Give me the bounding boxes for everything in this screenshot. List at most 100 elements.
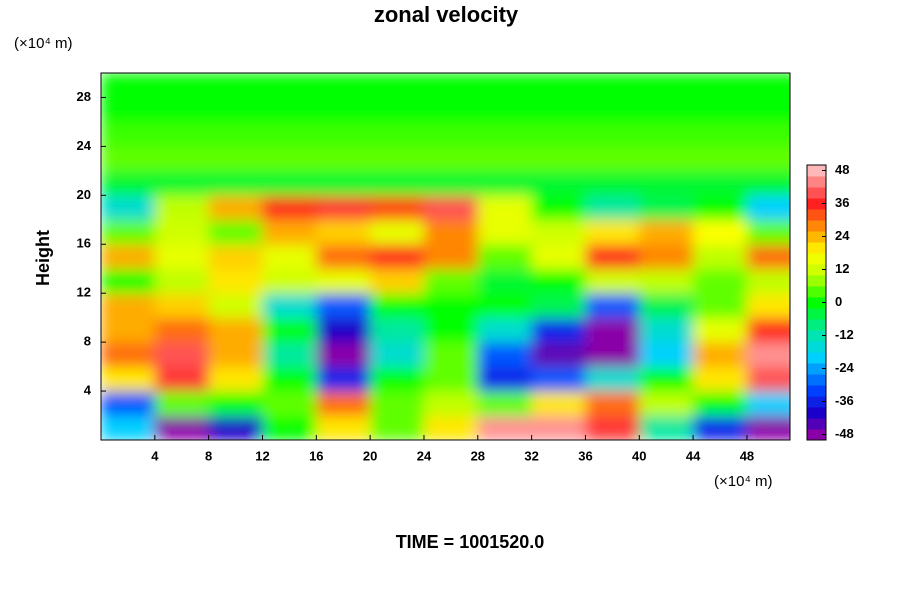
colorbar-swatch: [807, 264, 826, 276]
heatmap-cell: [316, 391, 371, 417]
heatmap-cell: [101, 293, 156, 319]
heatmap-cell: [101, 195, 156, 221]
heatmap-cell: [585, 268, 640, 294]
heatmap-cell: [154, 268, 210, 294]
heatmap-cell: [531, 244, 586, 270]
colorbar-swatch: [807, 209, 826, 221]
heatmap-cell: [316, 342, 371, 368]
heatmap-cell: [262, 146, 317, 172]
heatmap-cell: [746, 73, 790, 98]
y-tick-label: 4: [84, 383, 92, 398]
heatmap-cell: [208, 317, 263, 343]
heatmap-cell: [370, 97, 425, 123]
heatmap-cell: [477, 170, 533, 196]
heatmap-cell: [423, 244, 479, 270]
heatmap-cell: [746, 391, 790, 417]
colorbar-tick-label: -36: [835, 393, 854, 408]
y-tick-label: 12: [77, 285, 91, 300]
heatmap-cell: [531, 97, 586, 123]
heatmap-cell: [585, 121, 640, 147]
heatmap-cell: [585, 195, 640, 221]
heatmap-cell: [531, 342, 586, 368]
heatmap-cell: [477, 73, 533, 98]
heatmap-cell: [585, 293, 640, 319]
heatmap-cell: [208, 293, 263, 319]
heatmap-cell: [208, 121, 263, 147]
heatmap-cell: [154, 391, 210, 417]
colorbar-swatch: [807, 308, 826, 320]
heatmap-cell: [639, 293, 694, 319]
heatmap-cell: [693, 391, 748, 417]
heatmap-cell: [746, 244, 790, 270]
heatmap-cell: [423, 219, 479, 245]
heatmap-cell: [370, 293, 425, 319]
colorbar-tick-label: 24: [835, 228, 850, 243]
heatmap-cell: [101, 391, 156, 417]
heatmap-cell: [316, 121, 371, 147]
heatmap-cell: [423, 366, 479, 392]
y-unit-label: (×10⁴ m): [14, 35, 73, 52]
heatmap-cell: [639, 366, 694, 392]
colorbar-swatch: [807, 253, 826, 265]
colorbar-swatch: [807, 198, 826, 210]
heatmap-cell: [639, 97, 694, 123]
heatmap-cell: [693, 342, 748, 368]
heatmap-cell: [370, 146, 425, 172]
heatmap-cell: [746, 293, 790, 319]
heatmap-cell: [639, 268, 694, 294]
heatmap-cell: [208, 391, 263, 417]
heatmap-cell: [208, 415, 263, 440]
heatmap-cell: [746, 268, 790, 294]
heatmap-cell: [585, 366, 640, 392]
heatmap-cell: [208, 366, 263, 392]
heatmap-cell: [262, 195, 317, 221]
x-unit-label: (×10⁴ m): [714, 473, 773, 490]
heatmap-cell: [370, 317, 425, 343]
heatmap-cell: [746, 121, 790, 147]
y-tick-label: 28: [77, 89, 91, 104]
heatmap-cell: [423, 73, 479, 98]
heatmap-cell: [208, 73, 263, 98]
colorbar-swatch: [807, 429, 826, 441]
y-tick-label: 24: [77, 138, 92, 153]
heatmap-cell: [477, 97, 533, 123]
heatmap-cell: [585, 146, 640, 172]
heatmap-cell: [639, 415, 694, 440]
heatmap-cell: [531, 391, 586, 417]
heatmap-cell: [585, 244, 640, 270]
heatmap-cell: [154, 342, 210, 368]
colorbar-tick-label: 12: [835, 261, 849, 276]
heatmap-cell: [477, 293, 533, 319]
heatmap-cell: [101, 121, 156, 147]
heatmap-cell: [208, 219, 263, 245]
heatmap-cell: [154, 146, 210, 172]
colorbar-swatch: [807, 330, 826, 342]
heatmap-cell: [639, 195, 694, 221]
colorbar-swatch: [807, 297, 826, 309]
heatmap-cell: [585, 73, 640, 98]
heatmap-cell: [154, 415, 210, 440]
heatmap-cell: [316, 146, 371, 172]
colorbar-tick-label: 0: [835, 294, 842, 309]
heatmap-cell: [585, 415, 640, 440]
colorbar-swatch: [807, 341, 826, 353]
heatmap-cell: [477, 146, 533, 172]
heatmap-cell: [639, 146, 694, 172]
heatmap-cell: [693, 366, 748, 392]
heatmap-cell: [639, 317, 694, 343]
heatmap-cell: [531, 195, 586, 221]
heatmap-cell: [154, 317, 210, 343]
heatmap-cell: [423, 146, 479, 172]
heatmap-cell: [370, 342, 425, 368]
heatmap-cell: [262, 244, 317, 270]
heatmap-cell: [262, 219, 317, 245]
heatmap-cell: [531, 268, 586, 294]
heatmap-cell: [531, 121, 586, 147]
heatmap-cell: [316, 415, 371, 440]
chart-title: zonal velocity: [374, 2, 519, 27]
heatmap-cell: [531, 146, 586, 172]
colorbar-swatch: [807, 165, 826, 177]
x-tick-label: 40: [632, 448, 646, 463]
heatmap-cell: [477, 342, 533, 368]
